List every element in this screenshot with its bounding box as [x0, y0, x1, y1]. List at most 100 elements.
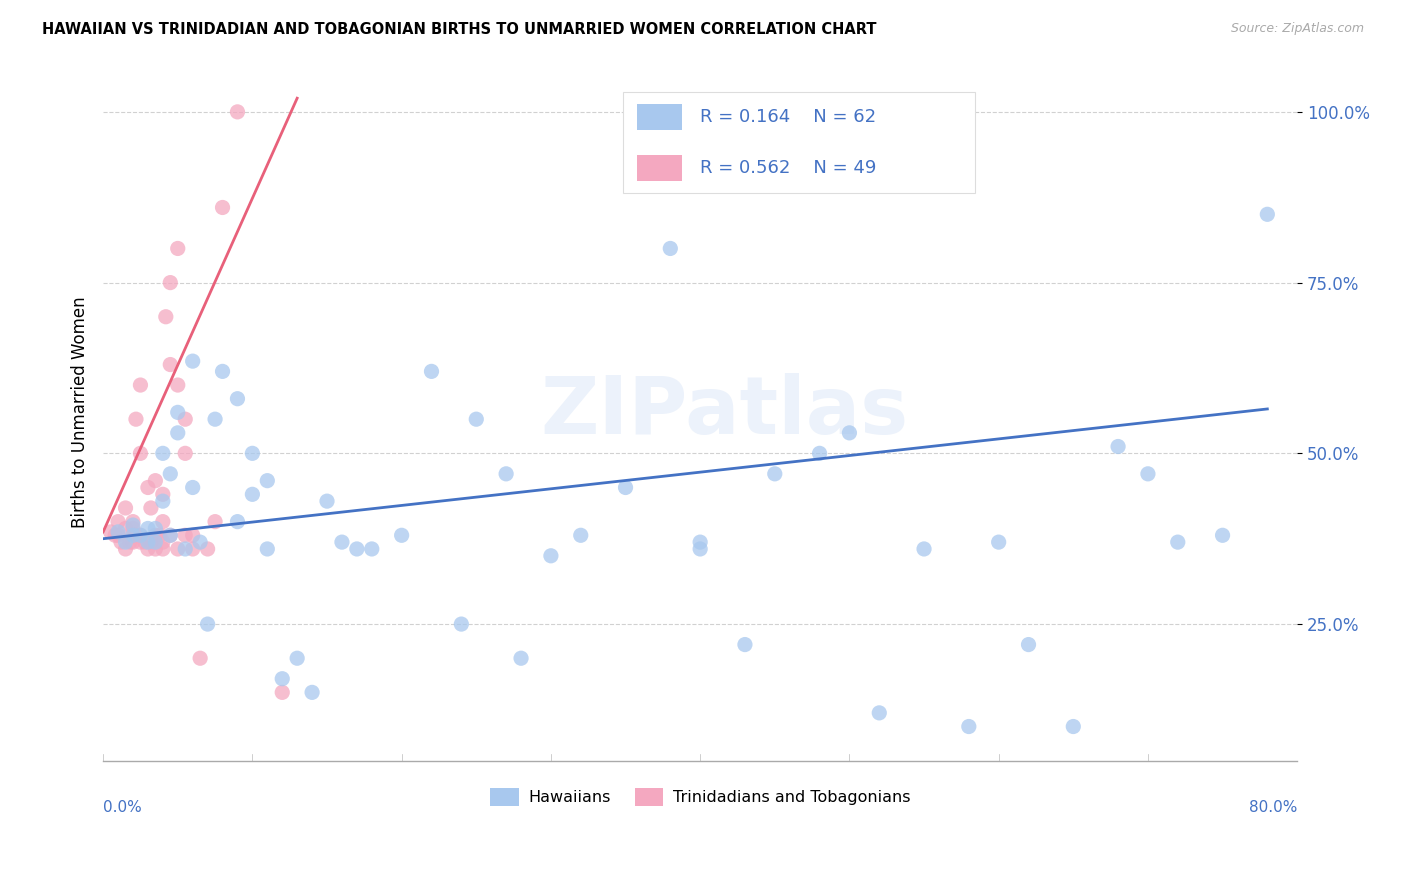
Point [226, 515, 249, 529]
Point [136, 521, 159, 535]
Point [256, 541, 278, 556]
Point [1018, 638, 1040, 652]
Point [155, 310, 177, 324]
Point [136, 535, 159, 549]
Text: R = 0.562    N = 49: R = 0.562 N = 49 [700, 159, 876, 177]
Point [242, 487, 264, 501]
Point [152, 487, 174, 501]
Point [197, 541, 219, 556]
Point [139, 535, 162, 549]
Text: ZIPatlas: ZIPatlas [540, 374, 908, 451]
Point [1136, 467, 1159, 481]
Point [1212, 528, 1234, 542]
Point [107, 515, 129, 529]
Point [226, 392, 249, 406]
FancyBboxPatch shape [623, 92, 974, 193]
Point [152, 541, 174, 556]
Point [129, 528, 152, 542]
Point [159, 276, 181, 290]
Point [204, 515, 226, 529]
Point [122, 535, 145, 549]
Point [957, 719, 980, 733]
Point [838, 425, 860, 440]
Point [149, 528, 172, 542]
Point [271, 685, 294, 699]
Point [122, 515, 145, 529]
Point [100, 524, 122, 539]
Point [420, 364, 443, 378]
Point [188, 651, 211, 665]
Point [104, 528, 127, 542]
Point [330, 535, 353, 549]
Point [360, 541, 382, 556]
Point [166, 405, 188, 419]
Point [166, 425, 188, 440]
Point [125, 412, 148, 426]
Point [110, 535, 132, 549]
Point [129, 535, 152, 549]
Point [139, 500, 162, 515]
Point [285, 651, 308, 665]
Point [159, 467, 181, 481]
Point [114, 500, 136, 515]
Point [122, 521, 145, 535]
Point [226, 104, 249, 119]
Point [197, 617, 219, 632]
Point [159, 528, 181, 542]
Point [166, 378, 188, 392]
Point [912, 541, 935, 556]
Point [129, 528, 152, 542]
Point [122, 528, 145, 542]
Point [1256, 207, 1278, 221]
Point [174, 541, 197, 556]
Point [129, 446, 152, 460]
Legend: Hawaiians, Trinidadians and Tobagonians: Hawaiians, Trinidadians and Tobagonians [484, 781, 917, 812]
Text: 0.0%: 0.0% [103, 799, 142, 814]
Point [152, 535, 174, 549]
Point [689, 535, 711, 549]
Point [734, 638, 756, 652]
Point [181, 354, 204, 368]
Point [689, 541, 711, 556]
Point [987, 535, 1010, 549]
Text: HAWAIIAN VS TRINIDADIAN AND TOBAGONIAN BIRTHS TO UNMARRIED WOMEN CORRELATION CHA: HAWAIIAN VS TRINIDADIAN AND TOBAGONIAN B… [42, 22, 877, 37]
Point [808, 446, 831, 460]
Point [346, 541, 368, 556]
Point [114, 541, 136, 556]
Point [152, 515, 174, 529]
Point [316, 494, 339, 508]
Point [107, 528, 129, 542]
Text: Source: ZipAtlas.com: Source: ZipAtlas.com [1230, 22, 1364, 36]
Text: R = 0.164    N = 62: R = 0.164 N = 62 [700, 108, 876, 126]
Point [134, 535, 156, 549]
Point [145, 535, 167, 549]
FancyBboxPatch shape [637, 154, 682, 181]
Point [211, 364, 233, 378]
Point [391, 528, 413, 542]
Point [114, 521, 136, 535]
Point [1167, 535, 1189, 549]
Point [181, 528, 204, 542]
Point [659, 242, 682, 256]
Point [145, 521, 167, 535]
Point [166, 242, 188, 256]
Point [136, 481, 159, 495]
Point [118, 535, 141, 549]
FancyBboxPatch shape [637, 103, 682, 130]
Point [152, 446, 174, 460]
Point [271, 672, 294, 686]
Point [181, 541, 204, 556]
Point [301, 685, 323, 699]
Point [495, 467, 517, 481]
Point [136, 541, 159, 556]
Point [465, 412, 488, 426]
Point [211, 201, 233, 215]
Point [181, 481, 204, 495]
Point [125, 528, 148, 542]
Point [540, 549, 562, 563]
Point [204, 412, 226, 426]
Point [174, 412, 197, 426]
Point [174, 446, 197, 460]
Point [145, 528, 167, 542]
Text: 80.0%: 80.0% [1249, 799, 1298, 814]
